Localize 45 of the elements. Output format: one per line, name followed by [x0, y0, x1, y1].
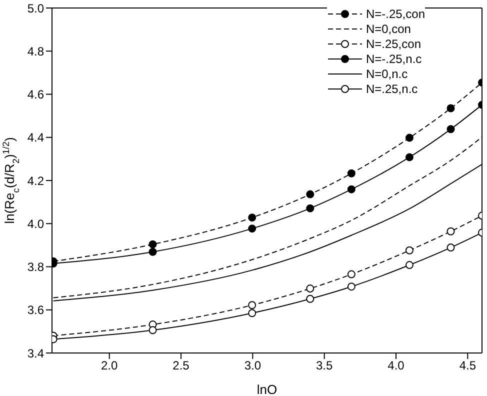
point [306, 190, 314, 198]
legend-label: N=-.25,con [366, 6, 425, 20]
y-tick-label: 3.8 [27, 260, 44, 274]
point [306, 284, 314, 293]
point [148, 248, 157, 256]
legend-label: N=0,con [366, 22, 411, 36]
legend-label: N=-.25,n.c [366, 52, 422, 66]
legend-label: N=.25,n.c [366, 82, 418, 96]
x-tick-label: 3.0 [244, 358, 262, 373]
point [306, 204, 314, 212]
point [446, 104, 455, 112]
point [405, 261, 414, 270]
legend-label: N=.25,con [366, 36, 421, 50]
x-tick-label: 3.5 [316, 358, 333, 373]
point [347, 282, 356, 291]
legend-label: N=0,n.c [366, 66, 408, 80]
point [306, 294, 314, 303]
y-tick-label: 4.8 [27, 44, 44, 58]
point [405, 153, 414, 162]
point [248, 224, 256, 233]
point [446, 125, 455, 134]
x-tick-label: 2.0 [100, 358, 118, 373]
y-tick-label: 4.0 [27, 216, 44, 231]
y-tick-label: 3.4 [27, 346, 44, 360]
point [405, 246, 414, 254]
point [248, 309, 256, 318]
point [248, 214, 256, 222]
x-tick-label: 2.5 [172, 358, 190, 373]
point [347, 169, 356, 178]
point [347, 270, 356, 278]
y-tick-label: 5.0 [27, 1, 44, 16]
point [446, 227, 455, 236]
y-tick-label: 3.6 [27, 303, 44, 318]
point [148, 240, 157, 248]
point [248, 301, 256, 310]
point [347, 185, 356, 194]
point [446, 244, 455, 252]
point [405, 134, 414, 142]
y-tick-label: 4.6 [27, 88, 44, 102]
x-axis-title: lnO [256, 382, 278, 396]
x-tick-label: 4.0 [388, 358, 405, 373]
y-tick-label: 4.4 [27, 130, 44, 145]
x-tick-label: 4.5 [459, 358, 476, 373]
y-tick-label: 4.2 [27, 174, 44, 188]
point [148, 326, 157, 334]
